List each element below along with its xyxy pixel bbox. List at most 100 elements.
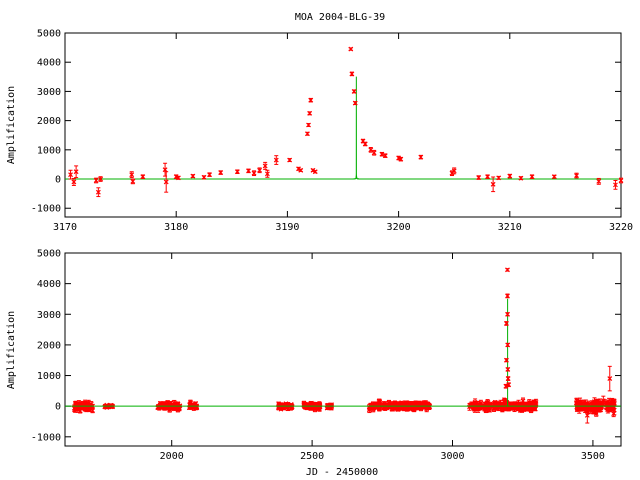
data-point	[251, 170, 257, 177]
data-point	[409, 401, 415, 407]
model-line-peak	[506, 298, 509, 407]
data-point	[352, 100, 358, 106]
data-point	[504, 357, 509, 363]
data-point	[411, 404, 417, 412]
top-y-axis-label: Amplification	[6, 86, 17, 164]
data-point	[68, 169, 73, 180]
data-point	[273, 155, 279, 165]
data-point	[505, 311, 510, 317]
data-point	[257, 167, 263, 174]
top-y-tick-label: 4000	[37, 58, 61, 69]
data-point	[551, 174, 557, 180]
data-point	[505, 342, 511, 348]
top-x-tick-label: 3200	[387, 222, 411, 233]
data-point	[451, 167, 457, 175]
top-model-curve	[65, 76, 621, 180]
data-point	[398, 156, 404, 162]
data-point	[190, 173, 196, 179]
top-x-tick-label: 3220	[609, 222, 633, 233]
data-point	[287, 157, 293, 163]
data-point	[507, 173, 513, 179]
top-y-tick-label: 1000	[37, 145, 61, 156]
top-y-tick-label: 2000	[37, 116, 61, 127]
data-point	[90, 408, 96, 414]
data-point	[505, 366, 511, 372]
data-point	[371, 149, 377, 156]
bottom-y-tick-label: 0	[55, 402, 61, 413]
top-x-tick-label: 3170	[53, 222, 77, 233]
top-y-tick-label: 5000	[37, 29, 61, 40]
data-point	[95, 187, 101, 198]
data-point	[306, 122, 311, 128]
data-point	[503, 383, 509, 389]
bottom-model-curve	[65, 298, 621, 407]
data-point	[304, 131, 310, 137]
top-x-tick-label: 3180	[164, 222, 188, 233]
data-point	[140, 174, 146, 180]
data-point	[528, 407, 534, 414]
data-point	[188, 399, 193, 405]
bottom-x-axis-label: JD - 2450000	[306, 467, 378, 478]
bottom-y-tick-label: 4000	[37, 279, 61, 290]
model-line	[65, 175, 621, 180]
bottom-x-tick-label: 3500	[581, 451, 605, 462]
bottom-y-axis-label: Amplification	[6, 311, 17, 389]
top-y-tick-label: 3000	[37, 87, 61, 98]
data-point	[348, 46, 354, 52]
data-point	[73, 165, 79, 179]
data-point	[163, 171, 169, 193]
data-point	[490, 176, 496, 193]
data-point	[175, 175, 181, 181]
data-point	[485, 174, 490, 180]
top-data-points	[68, 46, 624, 198]
bottom-y-tick-label: 2000	[37, 340, 61, 351]
bottom-data-points	[503, 267, 613, 424]
bottom-x-tick-label: 2500	[300, 451, 324, 462]
data-point	[312, 169, 318, 175]
bottom-x-tick-label: 3000	[440, 451, 464, 462]
data-point	[382, 153, 388, 159]
data-point	[262, 161, 268, 170]
data-point	[584, 407, 590, 424]
data-point	[130, 178, 136, 185]
data-point	[506, 382, 512, 388]
data-point	[600, 400, 606, 406]
data-point	[476, 175, 482, 180]
data-point	[129, 171, 135, 179]
data-point	[98, 176, 104, 182]
data-point	[207, 172, 212, 178]
data-point	[307, 110, 313, 116]
data-point	[93, 177, 99, 184]
data-point	[264, 169, 270, 178]
data-point	[496, 175, 502, 181]
data-point	[370, 404, 376, 410]
data-point	[613, 179, 618, 190]
data-point	[312, 406, 318, 413]
data-point	[505, 376, 511, 382]
model-line-peak	[345, 76, 368, 180]
data-point	[577, 400, 583, 406]
data-point	[596, 177, 602, 185]
top-plot-frame	[64, 32, 622, 218]
top-y-tick-label: 0	[55, 175, 61, 186]
bottom-y-tick-label: 5000	[37, 249, 61, 260]
data-point	[574, 172, 579, 179]
data-point	[505, 406, 511, 412]
bottom-y-tick-label: 3000	[37, 310, 61, 321]
data-point	[505, 293, 510, 299]
bottom-y-tick-label: 1000	[37, 371, 61, 382]
data-point	[405, 403, 411, 409]
data-point	[504, 321, 509, 326]
chart-title: MOA 2004-BLG-39	[295, 12, 385, 23]
data-point	[234, 169, 240, 175]
bottom-y-tick-label: -1000	[31, 432, 61, 443]
bottom-plot-frame	[64, 252, 622, 447]
top-y-tick-label: -1000	[31, 204, 61, 215]
data-point	[618, 177, 624, 184]
data-point	[276, 403, 282, 408]
data-point	[351, 88, 357, 94]
data-point	[298, 167, 304, 173]
data-point	[529, 174, 535, 180]
data-point	[362, 141, 368, 147]
